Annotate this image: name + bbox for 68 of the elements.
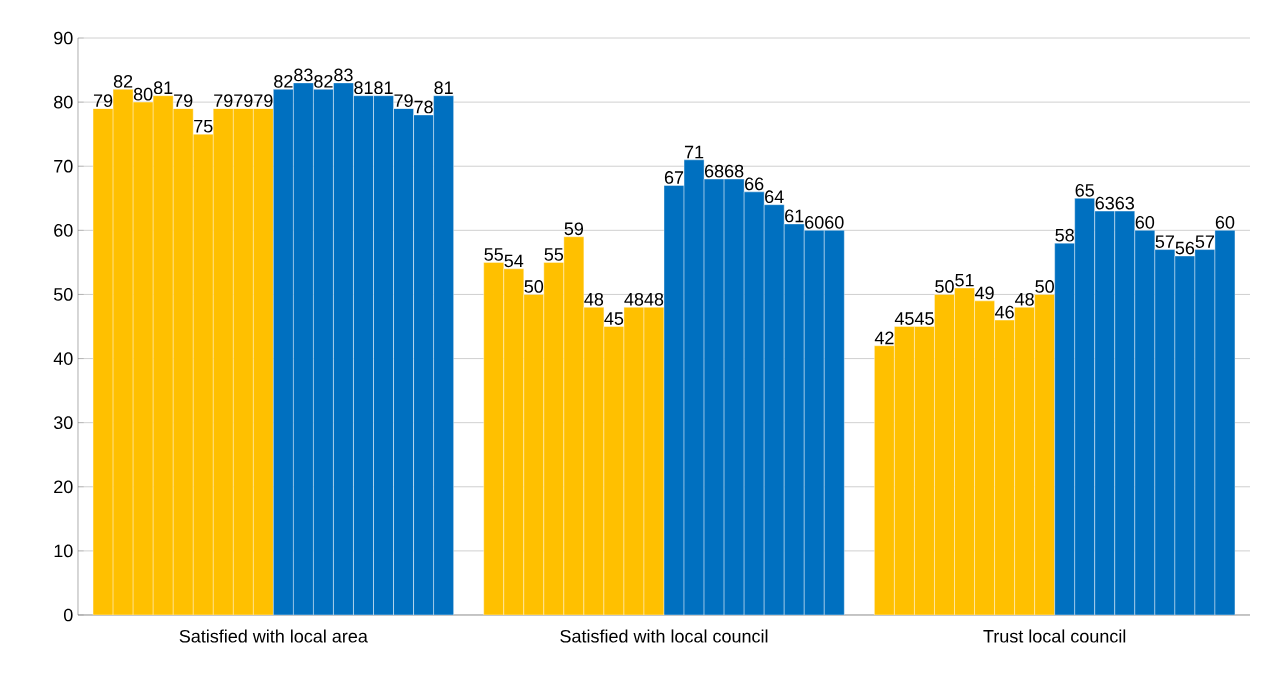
y-tick-label: 40 — [53, 352, 73, 365]
y-tick-label: 70 — [54, 159, 73, 173]
x-tick-label: Satisfied with local area — [179, 629, 368, 643]
data-label: 59 — [564, 222, 584, 236]
data-label: 82 — [314, 74, 333, 88]
data-label: 81 — [434, 81, 453, 95]
data-label: 83 — [334, 68, 353, 82]
data-label: 48 — [584, 292, 604, 306]
data-label: 66 — [745, 177, 764, 191]
data-label: 81 — [354, 81, 373, 95]
y-tick-label: 90 — [54, 31, 73, 45]
data-label: 83 — [294, 68, 313, 82]
data-label: 82 — [274, 74, 293, 88]
data-label: 50 — [1035, 280, 1054, 293]
data-label: 57 — [1195, 235, 1215, 248]
data-label: 58 — [1055, 228, 1074, 242]
data-label: 45 — [894, 312, 914, 325]
data-label: 57 — [1155, 235, 1174, 248]
y-tick-label: 50 — [53, 288, 73, 301]
y-tick-label: 10 — [54, 544, 73, 558]
data-label: 65 — [1075, 183, 1094, 197]
data-label: 79 — [234, 94, 253, 107]
data-label: 51 — [955, 273, 974, 287]
data-label: 55 — [484, 248, 503, 261]
data-label: 79 — [254, 94, 273, 107]
data-label: 56 — [1175, 241, 1195, 255]
data-label: 79 — [174, 94, 193, 107]
data-label: 60 — [805, 216, 824, 229]
y-tick-label: 0 — [63, 608, 73, 622]
x-tick-label: Satisfied with local council — [560, 629, 768, 643]
data-label: 68 — [725, 164, 744, 178]
data-label: 63 — [1095, 196, 1114, 210]
y-tick-label: 60 — [54, 223, 73, 237]
data-label: 48 — [644, 292, 664, 306]
data-label: 79 — [93, 94, 113, 107]
data-label: 60 — [1215, 216, 1235, 229]
data-label: 45 — [914, 312, 934, 325]
data-label: 78 — [414, 100, 433, 114]
data-label: 63 — [1115, 196, 1135, 210]
data-label: 46 — [995, 305, 1014, 319]
data-label: 45 — [604, 312, 624, 325]
data-label: 79 — [394, 94, 413, 107]
data-label: 49 — [974, 286, 994, 300]
x-tick-label: Trust local council — [983, 629, 1126, 643]
data-label: 80 — [133, 87, 153, 101]
data-label: 50 — [935, 280, 954, 293]
y-tick-label: 30 — [53, 416, 73, 430]
data-label: 67 — [664, 171, 684, 184]
data-label: 61 — [785, 209, 804, 223]
data-label: 79 — [214, 94, 233, 107]
y-tick-label: 20 — [54, 480, 73, 494]
data-label: 82 — [113, 74, 133, 88]
data-label: 60 — [1135, 216, 1155, 229]
data-label: 55 — [544, 248, 564, 261]
data-label: 48 — [624, 292, 644, 306]
data-label: 60 — [825, 216, 844, 229]
data-label: 71 — [684, 145, 704, 159]
data-label: 42 — [874, 331, 894, 345]
data-label: 50 — [524, 280, 544, 293]
y-tick-label: 80 — [54, 95, 73, 109]
data-label: 48 — [1015, 292, 1034, 306]
data-label: 81 — [153, 81, 173, 95]
data-label: 75 — [194, 120, 213, 133]
data-label: 54 — [504, 254, 524, 268]
data-label: 81 — [374, 81, 393, 95]
data-label: 68 — [704, 164, 724, 178]
bar — [683, 159, 705, 615]
data-label: 64 — [765, 190, 784, 204]
